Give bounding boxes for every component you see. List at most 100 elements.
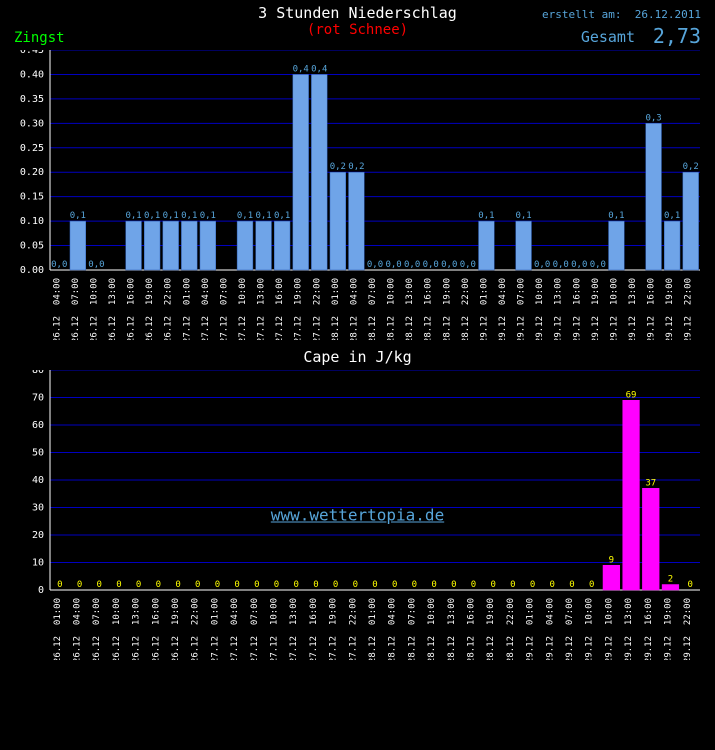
x-tick-time: 19:00 — [329, 598, 339, 625]
svg-text:40: 40 — [32, 475, 44, 486]
x-tick-date: 26.12 — [108, 316, 118, 340]
x-tick-time: 13:00 — [447, 598, 457, 625]
svg-text:0.25: 0.25 — [20, 143, 44, 154]
bar-value-label: 0 — [254, 580, 259, 590]
bar-value-label: 0 — [353, 580, 358, 590]
svg-text:10: 10 — [32, 558, 44, 569]
svg-text:0.15: 0.15 — [20, 192, 44, 203]
x-tick-time: 01:00 — [331, 278, 341, 305]
bar-value-label: 37 — [645, 478, 656, 488]
bar — [274, 221, 290, 270]
bar-value-label: 0 — [431, 580, 436, 590]
bar-value-label: 0 — [175, 580, 180, 590]
bar-value-label: 0 — [589, 580, 594, 590]
svg-text:0.45: 0.45 — [20, 50, 44, 56]
x-tick-time: 13:00 — [628, 278, 638, 305]
bar — [623, 400, 640, 590]
bar-value-label: 0,0 — [441, 260, 457, 270]
x-tick-time: 13:00 — [257, 278, 267, 305]
bar-value-label: 0 — [156, 580, 161, 590]
x-tick-time: 16:00 — [647, 278, 657, 305]
bar — [683, 172, 699, 270]
created-stamp: erstellt am: 26.12.2011 — [542, 8, 701, 21]
x-tick-date: 29.12 — [572, 316, 582, 340]
bar — [642, 488, 659, 590]
bar — [181, 221, 197, 270]
x-tick-time: 16:00 — [466, 598, 476, 625]
x-tick-time: 07:00 — [407, 598, 417, 625]
x-tick-date: 26.12 — [127, 316, 137, 340]
x-tick-date: 28.12 — [331, 316, 341, 340]
bar — [237, 221, 253, 270]
bar-value-label: 0,0 — [404, 260, 420, 270]
x-tick-date: 28.12 — [461, 316, 471, 340]
x-tick-date: 28.12 — [442, 316, 452, 340]
bar — [311, 74, 327, 270]
x-tick-time: 16:00 — [275, 278, 285, 305]
bar — [163, 221, 179, 270]
bar-value-label: 0 — [569, 580, 574, 590]
x-tick-time: 13:00 — [289, 598, 299, 625]
x-tick-time: 07:00 — [565, 598, 575, 625]
bar-value-label: 0 — [550, 580, 555, 590]
bar-value-label: 0,1 — [274, 211, 290, 221]
x-tick-time: 01:00 — [53, 598, 63, 625]
svg-text:70: 70 — [32, 393, 44, 404]
bar-value-label: 0,0 — [51, 260, 67, 270]
x-tick-time: 10:00 — [238, 278, 248, 305]
x-tick-time: 10:00 — [387, 278, 397, 305]
x-tick-time: 13:00 — [554, 278, 564, 305]
x-tick-time: 22:00 — [683, 598, 693, 625]
bar-value-label: 0 — [274, 580, 279, 590]
bar-value-label: 0 — [215, 580, 220, 590]
svg-text:0.00: 0.00 — [20, 265, 44, 276]
x-tick-date: 27.12 — [210, 636, 220, 660]
svg-text:60: 60 — [32, 420, 44, 431]
bar-value-label: 0,1 — [664, 211, 680, 221]
x-tick-time: 22:00 — [164, 278, 174, 305]
precip-chart: 0.000.050.100.150.200.250.300.350.400.45… — [0, 50, 715, 340]
x-tick-time: 01:00 — [210, 598, 220, 625]
x-tick-time: 01:00 — [182, 278, 192, 305]
bar-value-label: 0,1 — [478, 211, 494, 221]
bar-value-label: 0,0 — [385, 260, 401, 270]
bar-value-label: 0 — [294, 580, 299, 590]
bar-value-label: 0,0 — [571, 260, 587, 270]
x-tick-date: 27.12 — [250, 636, 260, 660]
x-tick-date: 28.12 — [368, 316, 378, 340]
bar — [200, 221, 216, 270]
x-tick-time: 07:00 — [368, 278, 378, 305]
x-tick-date: 27.12 — [270, 636, 280, 660]
x-tick-time: 19:00 — [171, 598, 181, 625]
bar-value-label: 0 — [687, 580, 692, 590]
bar — [293, 74, 309, 270]
x-tick-time: 22:00 — [461, 278, 471, 305]
location-label: Zingst — [14, 30, 65, 46]
bar-value-label: 0 — [510, 580, 515, 590]
bar-value-label: 0 — [234, 580, 239, 590]
x-tick-time: 10:00 — [427, 598, 437, 625]
x-tick-date: 26.12 — [151, 636, 161, 660]
x-tick-date: 27.12 — [201, 316, 211, 340]
bar — [70, 221, 86, 270]
bar — [479, 221, 495, 270]
x-tick-time: 04:00 — [201, 278, 211, 305]
bar-value-label: 0,1 — [255, 211, 271, 221]
x-tick-date: 26.12 — [52, 316, 62, 340]
bar-value-label: 0,1 — [200, 211, 216, 221]
x-tick-date: 26.12 — [89, 316, 99, 340]
x-tick-date: 26.12 — [53, 636, 63, 660]
x-tick-date: 27.12 — [309, 636, 319, 660]
x-tick-time: 16:00 — [424, 278, 434, 305]
svg-text:0.40: 0.40 — [20, 69, 44, 80]
x-tick-date: 29.12 — [498, 316, 508, 340]
bar-value-label: 0,0 — [534, 260, 550, 270]
x-tick-time: 04:00 — [230, 598, 240, 625]
bar-value-label: 0 — [372, 580, 377, 590]
x-tick-date: 28.12 — [368, 636, 378, 660]
x-tick-date: 29.12 — [604, 636, 614, 660]
x-tick-time: 10:00 — [112, 598, 122, 625]
x-tick-time: 19:00 — [486, 598, 496, 625]
bar-value-label: 69 — [626, 390, 637, 400]
x-tick-time: 13:00 — [132, 598, 142, 625]
